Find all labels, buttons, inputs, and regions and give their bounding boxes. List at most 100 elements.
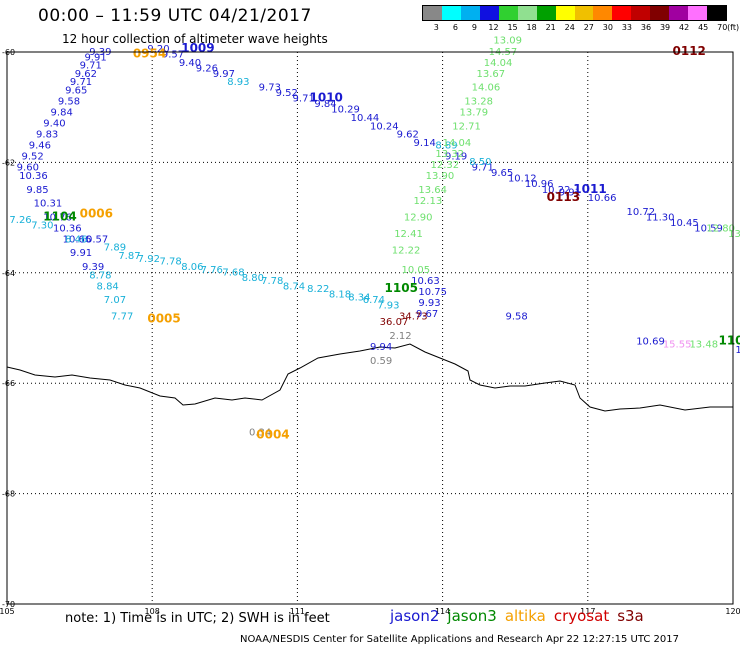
pass-time-label[interactable]: 1009: [181, 41, 214, 55]
swh-value-label: 7.92: [138, 254, 160, 265]
swh-value-label: 13.28: [464, 96, 493, 107]
track-0004-blue: 9.94: [370, 342, 392, 353]
swh-value-label: 14.04: [484, 58, 513, 69]
satellite-legend-altika: altika: [504, 607, 546, 625]
pass-time-label[interactable]: 0954: [133, 47, 166, 61]
swh-value-label: 8.46: [65, 234, 87, 245]
swh-value-label: 10.45: [670, 218, 699, 229]
swh-value-label: 10.36: [19, 171, 48, 182]
swh-value-label: 13.79: [460, 107, 489, 118]
color-scale-label: 36: [640, 23, 652, 32]
swh-value-label: 15.55: [663, 339, 692, 350]
color-swatch: [423, 6, 442, 20]
altimeter-tracks: 9.399.919.719.629.719.659.589.849.409.83…: [9, 36, 740, 439]
swh-value-label: 13.32: [435, 149, 464, 160]
swh-value-label: 9.58: [506, 312, 528, 323]
swh-value-label: 9.40: [43, 119, 65, 130]
map-frame: [6, 51, 734, 605]
pass-time-label[interactable]: 1010: [310, 91, 343, 105]
swh-value-label: 10.36: [53, 223, 82, 234]
track-0004-gray: 2.12 0.59 0.34: [249, 331, 412, 439]
swh-value-label: 13.09: [493, 36, 522, 47]
track-1104: 7.267.308.467.897.877.92 7.788.067.76 7.68…: [9, 215, 399, 312]
swh-value-label: 8.50: [469, 157, 491, 168]
swh-value-label: 9.19: [445, 152, 467, 163]
swh-value-label: 8.80: [242, 273, 264, 284]
swh-value-label: 10.66: [588, 193, 617, 204]
swh-value-label: 36.07: [380, 317, 409, 328]
color-scale-label: 24: [564, 23, 575, 32]
swh-value-label: 0.59: [370, 356, 392, 367]
color-swatch: [574, 6, 594, 20]
track-0954: 9.399.919.719.629.719.659.589.849.409.83…: [17, 47, 112, 174]
swh-value-label: 7.26: [9, 215, 31, 226]
pass-time-label[interactable]: 0006: [80, 207, 113, 221]
pass-time-label[interactable]: 1104: [43, 209, 76, 223]
swh-value-label: 12.41: [394, 229, 423, 240]
pass-time-label[interactable]: 0005: [147, 311, 180, 325]
swh-value-label: 10.59: [694, 223, 723, 234]
swh-value-label: 7.77: [111, 312, 133, 323]
color-swatch: [688, 6, 708, 20]
color-scale-label: 9: [471, 23, 477, 32]
color-scale-labels: 3 6 9 12 15 18 21 24 27 30 33 36 39 42 45 70 (ft): [422, 21, 739, 33]
swh-value-label: 9.52: [276, 88, 298, 99]
satellite-legend-cryosat: cryosat: [553, 607, 610, 625]
swh-value-label: 9.91: [84, 52, 106, 63]
footer-credit: NOAA/NESDIS Center for Satellite Applica…: [240, 634, 679, 645]
swh-value-label: 8.18: [329, 290, 351, 301]
pass-time-label[interactable]: 1011: [573, 182, 606, 196]
swh-value-label: 11.30: [646, 212, 675, 223]
footer-note: note: 1) Time is in UTC; 2) SWH is in fe…: [65, 611, 330, 626]
color-swatch: [707, 6, 726, 20]
antarctic-coastline: [6, 343, 733, 412]
color-scale-label: 18: [526, 23, 537, 32]
swh-value-label: 9.85: [26, 185, 48, 196]
swh-value-label: 10.12: [508, 174, 537, 185]
swh-value-label: 8.78: [89, 270, 111, 281]
color-swatch: [612, 6, 632, 20]
color-scale-label: 33: [621, 23, 633, 32]
longitude-tick-label: 111: [290, 607, 305, 616]
pass-time-label[interactable]: 1105: [385, 281, 418, 295]
latitude-tick-label: -68: [2, 490, 15, 499]
swh-value-label: 9.91: [559, 188, 581, 199]
pass-time-label[interactable]: 1106: [718, 334, 740, 348]
swh-value-label: 9.26: [196, 63, 218, 74]
swh-value-label: 10.24: [370, 121, 399, 132]
swh-value-label: 9.71: [70, 77, 92, 88]
swh-value-label: 10.75: [418, 287, 447, 298]
swh-value-label: 13.90: [426, 171, 455, 182]
pass-time-label[interactable]: 0112: [673, 44, 706, 58]
color-scale-label: 30: [602, 23, 613, 32]
swh-value-label: 8.34: [348, 292, 370, 303]
swh-value-label: 34.73: [399, 312, 428, 323]
color-scale-label: 27: [583, 23, 594, 32]
swh-value-label: 9.83: [36, 130, 58, 141]
swh-value-label: 8.74: [283, 281, 305, 292]
pass-time-label[interactable]: 0113: [547, 190, 580, 204]
swh-value-label: 9.73: [259, 83, 281, 94]
swh-value-label: 12.22: [392, 245, 421, 256]
swh-value-label: 9.62: [397, 130, 419, 141]
map-subtitle: 12 hour collection of altimeter wave hei…: [62, 32, 328, 46]
swh-value-label: 8.06: [181, 262, 203, 273]
swh-value-label: 7.89: [104, 243, 126, 254]
color-swatch: [669, 6, 689, 20]
satellite-legend: jason2 jason3 altika cryosat s3a: [390, 607, 652, 625]
color-swatch: [498, 6, 518, 20]
swh-value-label: 9.71: [293, 94, 315, 105]
swh-value-label: 0.34: [249, 428, 271, 439]
swh-value-label: 12.32: [431, 160, 460, 171]
color-swatch: [593, 6, 613, 20]
track-1009: 9.209.579.409.269.979.739.529.719.8410.2…: [147, 44, 723, 234]
color-scale-label: 45: [698, 23, 709, 32]
swh-value-label: 7.07: [104, 295, 126, 306]
swh-value-label: 14.04: [443, 138, 472, 149]
swh-value-label: 13.48: [689, 339, 718, 350]
color-scale-label: 42: [679, 23, 690, 32]
pass-time-label[interactable]: 0004: [256, 427, 289, 441]
